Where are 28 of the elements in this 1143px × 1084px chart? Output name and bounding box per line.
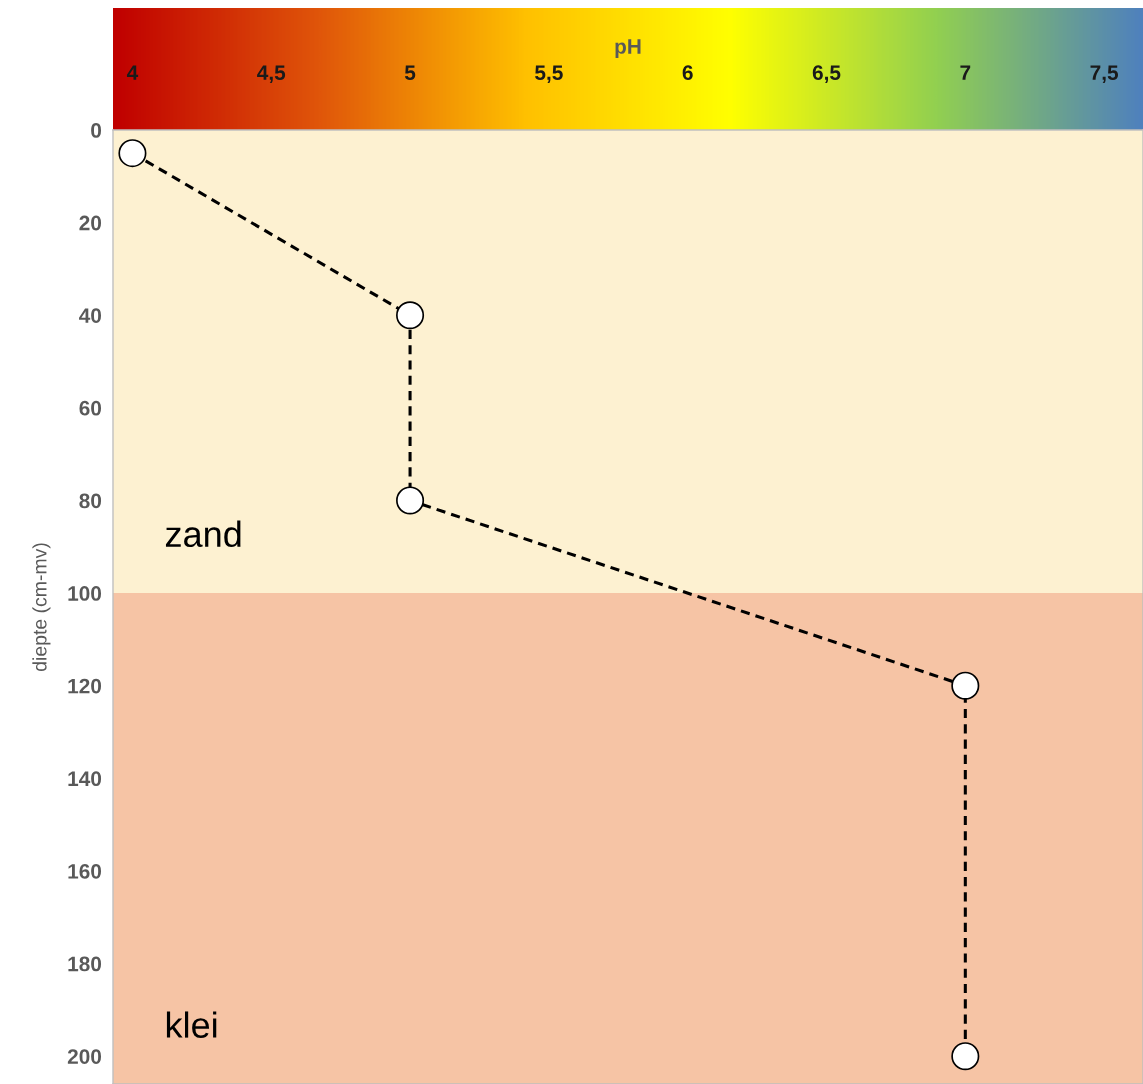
x-tick-label: 5: [404, 65, 416, 81]
y-tick-label: 100: [68, 586, 102, 601]
x-tick-label: 7,5: [1090, 65, 1119, 84]
y-tick-label: 180: [68, 956, 102, 972]
band-label: zand: [165, 520, 241, 548]
x-tick-label: 7: [960, 65, 971, 80]
x-tick-label: 4,5: [257, 65, 286, 84]
y-tick-label: 40: [79, 308, 102, 323]
y-tick-label: 80: [79, 493, 102, 509]
point: [396, 301, 425, 330]
y-tick-label: 160: [68, 863, 102, 879]
point: [118, 139, 147, 168]
y-tick-label: 0: [91, 123, 102, 138]
y-tick-label: 120: [68, 678, 102, 694]
point: [396, 486, 425, 515]
y-axis-title: diepte (cm-mv): [32, 543, 51, 671]
y-tick-label: 20: [79, 215, 102, 231]
point: [951, 671, 980, 700]
band-label: klei: [166, 1011, 217, 1038]
y-tick-label: 200: [67, 1049, 102, 1064]
y-tick-label: 60: [79, 400, 102, 416]
point: [951, 1042, 980, 1071]
x-tick-label: 4: [126, 65, 139, 80]
x-tick-label: 5,5: [535, 65, 563, 84]
x-axis-title: pH: [615, 39, 641, 58]
x-tick-label: 6: [682, 65, 693, 81]
x-tick-label: 6,5: [812, 65, 841, 84]
y-tick-label: 140: [68, 771, 102, 787]
